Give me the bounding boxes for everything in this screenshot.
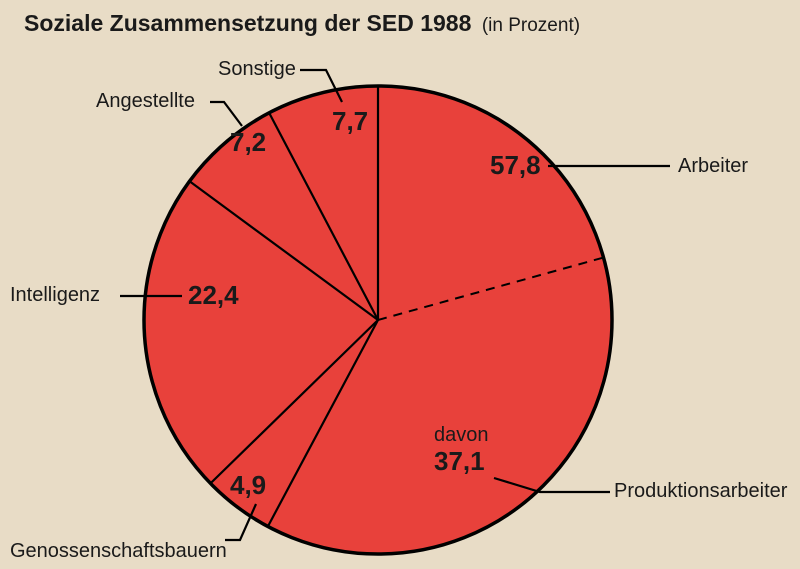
value-angestellte: 7,2 (230, 127, 266, 158)
label-intelligenz: Intelligenz (10, 284, 100, 307)
label-sonstige: Sonstige (218, 58, 296, 81)
value-intelligenz: 22,4 (188, 280, 239, 311)
label-genossenschaftsbauern: Genossenschaftsbauern (10, 540, 227, 563)
label-arbeiter: Arbeiter (678, 155, 748, 178)
value-sonstige: 7,7 (332, 106, 368, 137)
value-genossenschaftsbauern: 4,9 (230, 470, 266, 501)
label-angestellte: Angestellte (96, 90, 195, 113)
chart-canvas: Soziale Zusammensetzung der SED 1988 (in… (0, 0, 800, 569)
subslice-prefix: davon (434, 424, 489, 447)
value-produktionsarbeiter: 37,1 (434, 446, 485, 477)
value-arbeiter: 57,8 (490, 150, 541, 181)
label-produktionsarbeiter: Produktionsarbeiter (614, 480, 787, 503)
